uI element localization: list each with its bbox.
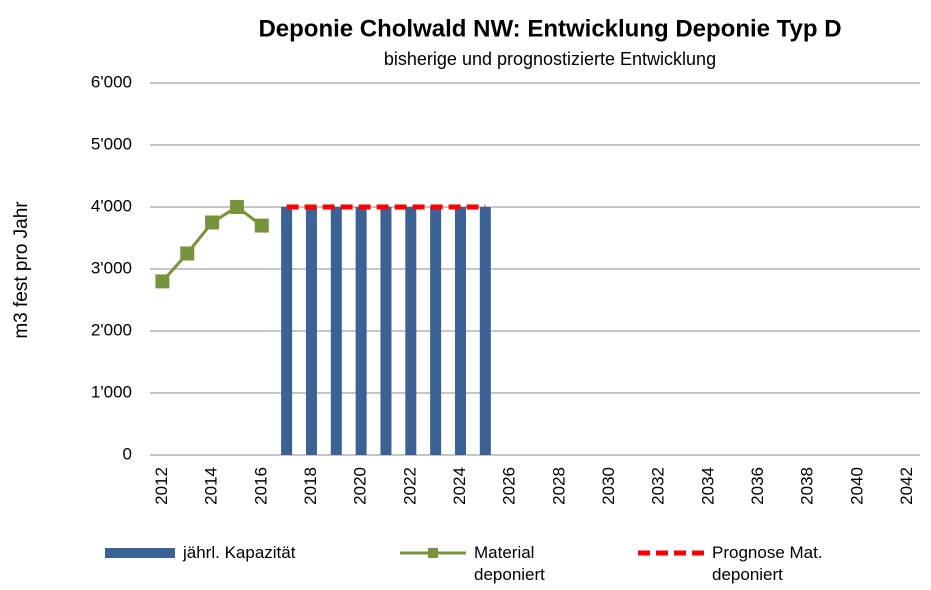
- x-tick-label: 2032: [649, 467, 668, 505]
- legend-label: jährl. Kapazität: [183, 543, 296, 562]
- y-tick-label: 5'000: [91, 134, 132, 153]
- legend-label: Prognose Mat. deponiert: [712, 543, 823, 584]
- y-tick-label: 0: [123, 444, 132, 463]
- bar: [430, 207, 442, 455]
- x-tick-label: 2042: [897, 467, 916, 505]
- x-tick-label: 2018: [301, 467, 320, 505]
- legend-label: Material deponiert: [474, 543, 545, 584]
- legend-item: Prognose Mat. deponiert: [638, 542, 832, 586]
- y-tick-label: 6'000: [91, 72, 132, 91]
- x-tick-label: 2040: [847, 467, 866, 505]
- legend-item: jährl. Kapazität: [105, 542, 295, 564]
- x-tick-label: 2016: [251, 467, 270, 505]
- x-tick-label: 2012: [152, 467, 171, 505]
- x-tick-label: 2022: [400, 467, 419, 505]
- y-tick-label: 2'000: [91, 320, 132, 339]
- y-axis-label: m3 fest pro Jahr: [11, 201, 32, 339]
- x-tick-label: 2036: [748, 467, 767, 505]
- bar: [380, 207, 392, 455]
- x-tick-label: 2030: [599, 467, 618, 505]
- marker: [205, 215, 220, 230]
- bar: [355, 207, 367, 455]
- legend-swatch: [105, 548, 175, 558]
- chart-subtitle: bisherige und prognostizierte Entwicklun…: [384, 49, 716, 69]
- marker: [180, 246, 195, 261]
- marker: [229, 200, 244, 214]
- y-tick-label: 3'000: [91, 258, 132, 277]
- x-tick-label: 2034: [698, 467, 717, 505]
- chart-title: Deponie Cholwald NW: Entwicklung Deponie…: [258, 15, 841, 42]
- marker: [254, 218, 269, 233]
- bar: [330, 207, 342, 455]
- y-tick-label: 4'000: [91, 196, 132, 215]
- legend-swatch: [638, 550, 704, 556]
- bar: [281, 207, 293, 455]
- marker: [155, 274, 170, 289]
- legend-swatch: [400, 548, 466, 558]
- x-tick-label: 2020: [351, 467, 370, 505]
- bar: [454, 207, 466, 455]
- x-tick-label: 2014: [202, 467, 221, 505]
- y-tick-label: 1'000: [91, 382, 132, 401]
- x-tick-label: 2024: [450, 467, 469, 505]
- x-tick-label: 2038: [798, 467, 817, 505]
- bar: [405, 207, 417, 455]
- bar: [479, 207, 491, 455]
- legend-item: Material deponiert: [400, 542, 564, 586]
- x-tick-label: 2026: [500, 467, 519, 505]
- x-tick-label: 2028: [549, 467, 568, 505]
- bar: [305, 207, 317, 455]
